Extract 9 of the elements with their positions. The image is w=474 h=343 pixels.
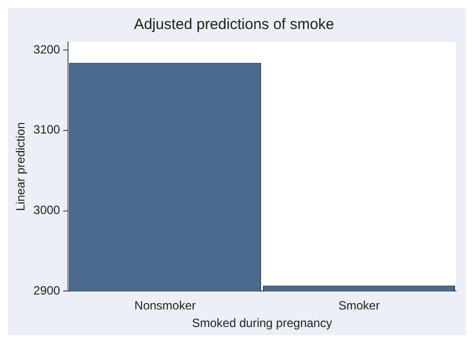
chart-title: Adjusted predictions of smoke [134, 16, 334, 34]
y-tick-label: 3100 [33, 122, 60, 137]
y-tick-label: 3000 [33, 203, 60, 218]
x-tick-label: Nonsmoker [134, 298, 196, 313]
y-axis-title: Linear prediction [14, 122, 28, 211]
y-tick-label: 3200 [33, 42, 60, 56]
x-tick-label: Smoker [338, 298, 380, 313]
x-axis-title: Smoked during pregnancy [192, 316, 332, 330]
y-tick-label: 2900 [33, 284, 60, 298]
